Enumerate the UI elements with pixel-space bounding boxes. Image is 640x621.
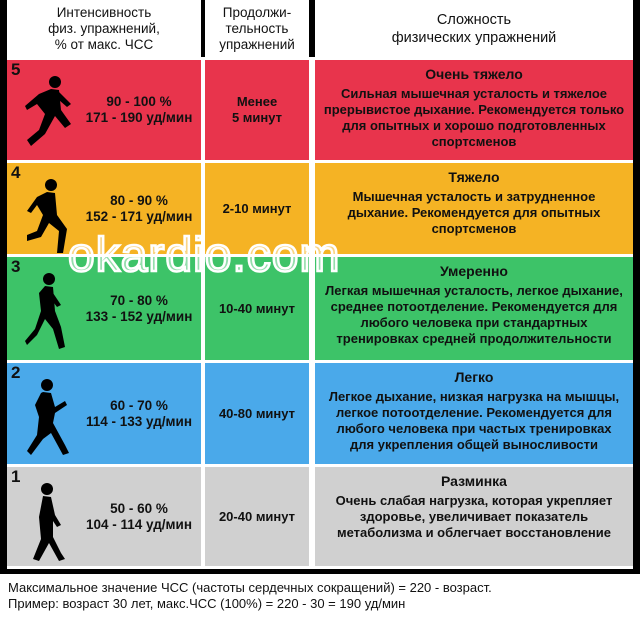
duration-cell: 2-10 минут: [205, 163, 309, 254]
intensity-cell: 4 80 - 90 % 152 - 171 уд/мин: [7, 163, 201, 254]
difficulty-description: Сильная мышечная усталость и тяжелое пре…: [323, 86, 625, 149]
percent-range: 70 - 80 %: [110, 292, 168, 308]
zone-number: 5: [11, 60, 21, 79]
header-intensity: Интенсивность физ. упражнений, % от макс…: [7, 0, 201, 57]
percent-range: 50 - 60 %: [110, 500, 168, 516]
header-difficulty: Сложность физических упражнений: [315, 0, 633, 57]
difficulty-description: Легкая мышечная усталость, легкое дыхани…: [325, 283, 623, 346]
brisk-walker-icon: [27, 379, 69, 455]
difficulty-cell: Умеренно Легкая мышечная усталость, легк…: [315, 257, 633, 360]
difficulty-level: Тяжело: [448, 169, 500, 185]
duration-cell: Менее 5 минут: [205, 60, 309, 160]
bpm-range: 171 - 190 уд/мин: [85, 110, 193, 125]
difficulty-level: Очень тяжело: [425, 66, 523, 82]
percent-range: 80 - 90 %: [110, 192, 168, 208]
walker-icon: [33, 483, 65, 561]
difficulty-cell: Легко Легкое дыхание, низкая нагрузка на…: [315, 363, 633, 464]
difficulty-cell: Очень тяжело Сильная мышечная усталость …: [315, 60, 633, 160]
difficulty-cell: Тяжело Мышечная усталость и затрудненное…: [315, 163, 633, 254]
difficulty-cell: Разминка Очень слабая нагрузка, которая …: [315, 467, 633, 566]
duration-cell: 40-80 минут: [205, 363, 309, 464]
difficulty-level: Легко: [454, 369, 494, 385]
runner-icon: [27, 179, 67, 253]
intensity-cell: 1 50 - 60 % 104 - 114 уд/мин: [7, 467, 201, 566]
footer-note: Максимальное значение ЧСС (частоты серде…: [8, 580, 492, 612]
zone-number: 3: [11, 257, 21, 276]
header-duration: Продолжи- тельность упражнений: [205, 0, 309, 57]
duration-cell: 20-40 минут: [205, 467, 309, 566]
bpm-range: 133 - 152 уд/мин: [85, 308, 193, 324]
duration-cell: 10-40 минут: [205, 257, 309, 360]
zone-number: 4: [11, 163, 21, 182]
bpm-range: 104 - 114 уд/мин: [86, 516, 192, 532]
runner-sprint-icon: [25, 76, 71, 146]
bpm-range: 114 - 133 уд/мин: [86, 413, 192, 429]
zone-number: 1: [11, 467, 21, 486]
intensity-cell: 3 70 - 80 % 133 - 152 уд/мин: [7, 257, 201, 360]
bpm-range: 152 - 171 уд/мин: [85, 208, 193, 224]
difficulty-description: Очень слабая нагрузка, которая укрепляет…: [335, 493, 613, 540]
footer-line-1: Максимальное значение ЧСС (частоты серде…: [8, 580, 492, 595]
difficulty-description: Мышечная усталость и затрудненное дыхани…: [347, 189, 601, 236]
difficulty-level: Умеренно: [440, 263, 508, 279]
percent-range: 90 - 100 %: [106, 94, 172, 109]
jogger-icon: [25, 273, 65, 349]
intensity-cell: 2 60 - 70 % 114 - 133 уд/мин: [7, 363, 201, 464]
footer-line-2: Пример: возраст 30 лет, макс.ЧСС (100%) …: [8, 596, 406, 611]
zone-number: 2: [11, 363, 21, 382]
difficulty-description: Легкое дыхание, низкая нагрузка на мышцы…: [328, 389, 620, 452]
intensity-cell: 5 90 - 100 % 171 - 190 уд/мин: [7, 60, 201, 160]
percent-range: 60 - 70 %: [110, 397, 168, 413]
difficulty-level: Разминка: [441, 473, 507, 489]
